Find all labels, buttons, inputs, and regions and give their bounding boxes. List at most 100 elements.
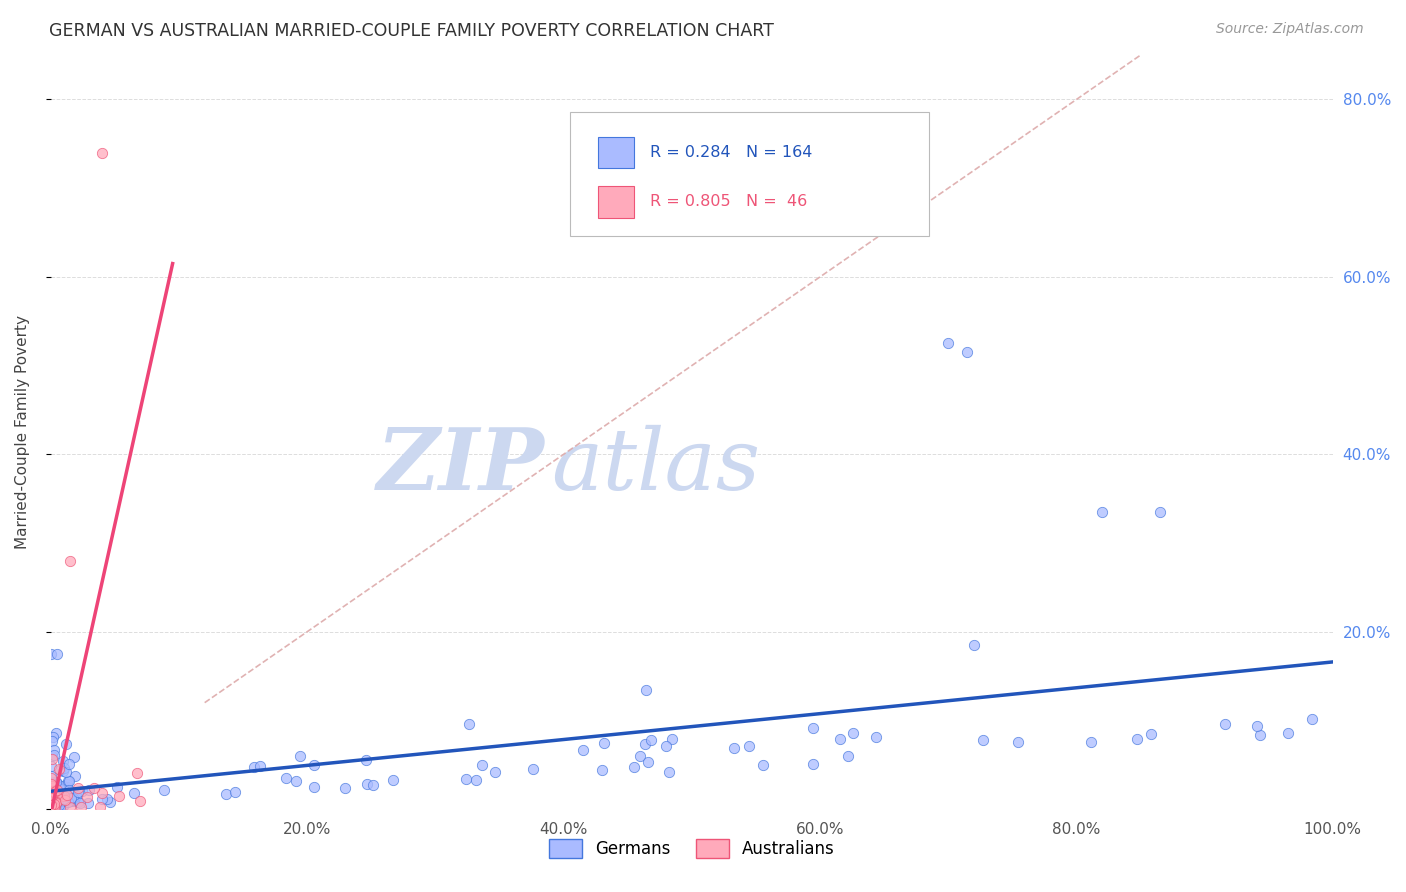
Point <box>52 779 75 793</box>
Point <box>42 778 65 792</box>
Point <box>67 785 90 799</box>
Point <box>215 787 238 801</box>
Point <box>44 795 66 809</box>
Point <box>52 798 75 813</box>
Point <box>49 790 72 805</box>
Point <box>49 781 72 796</box>
Point <box>51 797 73 812</box>
Point <box>58 793 80 807</box>
Point <box>45 774 67 789</box>
Point <box>122 786 145 800</box>
Point <box>49 794 72 808</box>
Point <box>801 757 824 772</box>
Point <box>591 764 613 778</box>
Point <box>41 802 63 816</box>
Point <box>658 764 681 779</box>
Point <box>39 794 62 808</box>
Point <box>801 721 824 735</box>
Point <box>41 794 63 808</box>
Point <box>63 793 86 807</box>
Point <box>46 647 69 661</box>
Point <box>1149 505 1171 519</box>
Point <box>302 780 325 794</box>
Point <box>45 795 67 809</box>
Point <box>45 790 67 805</box>
Point <box>458 717 481 731</box>
Point <box>56 796 79 810</box>
Point <box>302 758 325 772</box>
Point <box>42 785 65 799</box>
Point <box>39 790 62 805</box>
Point <box>77 783 100 797</box>
Point <box>44 797 66 811</box>
Point <box>1080 735 1102 749</box>
Point <box>49 782 72 797</box>
FancyBboxPatch shape <box>569 112 929 236</box>
Point <box>224 785 246 799</box>
Point <box>39 802 62 816</box>
Point <box>42 793 65 807</box>
Point <box>361 778 384 792</box>
Point <box>53 761 76 775</box>
Point <box>39 779 62 793</box>
Point <box>58 757 80 772</box>
Point <box>58 774 80 789</box>
Point <box>522 762 544 776</box>
Y-axis label: Married-Couple Family Poverty: Married-Couple Family Poverty <box>15 315 30 549</box>
Point <box>828 732 851 747</box>
Point <box>41 798 63 813</box>
Point <box>841 726 863 740</box>
Point <box>936 336 959 351</box>
Point <box>48 797 70 812</box>
Point <box>285 774 308 789</box>
Point <box>41 733 63 747</box>
Point <box>108 789 131 803</box>
Point <box>39 789 62 804</box>
Point <box>41 791 63 805</box>
Point <box>42 748 65 763</box>
Point <box>39 791 62 805</box>
Point <box>51 794 73 808</box>
Point <box>42 792 65 806</box>
Point <box>39 797 62 812</box>
Point <box>837 748 859 763</box>
Point <box>53 792 76 806</box>
Point <box>39 800 62 814</box>
Point <box>46 794 69 808</box>
Point <box>41 794 63 808</box>
Point <box>628 749 651 764</box>
Text: atlas: atlas <box>551 425 759 508</box>
Text: GERMAN VS AUSTRALIAN MARRIED-COUPLE FAMILY POVERTY CORRELATION CHART: GERMAN VS AUSTRALIAN MARRIED-COUPLE FAMI… <box>49 22 775 40</box>
Point <box>640 732 662 747</box>
Point <box>39 792 62 806</box>
Point <box>963 638 986 652</box>
Point <box>63 750 86 764</box>
Point <box>55 738 77 752</box>
Point <box>62 791 84 805</box>
Point <box>655 739 678 753</box>
Point <box>45 726 67 740</box>
Point <box>96 791 118 805</box>
Point <box>52 764 75 778</box>
Point <box>46 797 69 812</box>
Point <box>634 737 657 751</box>
Text: Source: ZipAtlas.com: Source: ZipAtlas.com <box>1216 22 1364 37</box>
Text: R = 0.284   N = 164: R = 0.284 N = 164 <box>650 145 811 160</box>
Point <box>76 790 98 805</box>
Point <box>60 790 83 805</box>
Point <box>39 790 62 805</box>
Point <box>249 758 271 772</box>
Point <box>69 796 91 810</box>
Point <box>356 777 378 791</box>
Point <box>1249 728 1271 742</box>
Point <box>46 798 69 813</box>
Point <box>41 780 63 794</box>
Point <box>39 782 62 797</box>
Point <box>42 743 65 757</box>
Point <box>58 782 80 797</box>
Point <box>52 754 75 768</box>
Point <box>44 797 66 811</box>
Point <box>39 772 62 786</box>
Point <box>44 790 66 805</box>
Point <box>152 782 174 797</box>
